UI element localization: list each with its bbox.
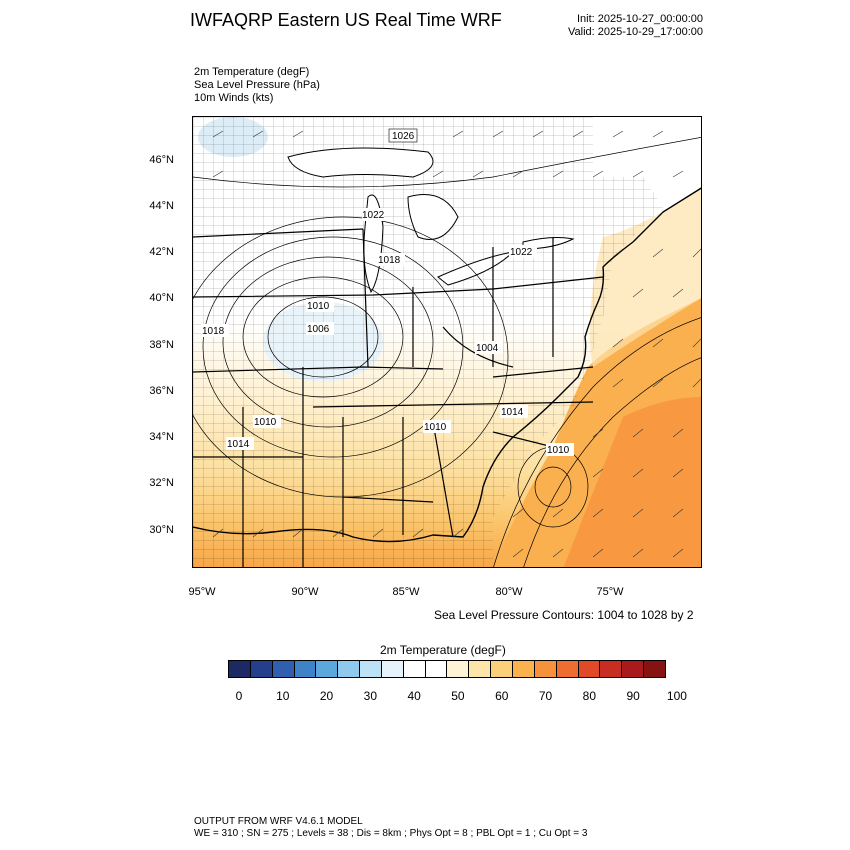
lat-label: 44°N bbox=[149, 200, 174, 212]
pressure-contours bbox=[193, 137, 701, 567]
lon-label: 95°W bbox=[188, 586, 216, 598]
lat-label: 46°N bbox=[149, 154, 174, 166]
colorbar-swatch bbox=[556, 661, 579, 677]
colorbar-swatch bbox=[644, 661, 665, 677]
colorbar-swatch bbox=[250, 661, 273, 677]
colorbar-swatch bbox=[381, 661, 404, 677]
pressure-label: 1018 bbox=[377, 253, 405, 266]
pressure-label-text: 1022 bbox=[362, 210, 385, 221]
colorbar-swatch bbox=[447, 661, 470, 677]
colorbar-swatch bbox=[272, 661, 295, 677]
pressure-label: 1018 bbox=[201, 324, 229, 337]
colorbar-swatch bbox=[622, 661, 645, 677]
pressure-label-text: 1018 bbox=[378, 255, 401, 266]
pressure-label-text: 1010 bbox=[307, 301, 330, 312]
map-panel: 1026 1022 1018 1010 1006 1018 1004 1022 … bbox=[192, 116, 702, 568]
lake-superior bbox=[287, 147, 434, 178]
colorbar-swatch bbox=[425, 661, 448, 677]
model-footer: OUTPUT FROM WRF V4.6.1 MODEL WE = 310 ; … bbox=[194, 816, 587, 840]
pressure-label: 1014 bbox=[226, 437, 254, 450]
colorbar-swatch bbox=[534, 661, 557, 677]
pressure-label-text: 1026 bbox=[392, 131, 415, 142]
pressure-label: 1022 bbox=[509, 245, 537, 258]
lat-label: 32°N bbox=[149, 477, 174, 489]
pressure-label: 1022 bbox=[362, 208, 385, 221]
valid-time: Valid: 2025-10-29_17:00:00 bbox=[568, 26, 703, 38]
colorbar-swatch bbox=[229, 661, 251, 677]
lon-label: 80°W bbox=[495, 586, 523, 598]
colorbar-tick-label: 80 bbox=[582, 689, 597, 703]
colorbar-swatch bbox=[360, 661, 382, 677]
model-config: WE = 310 ; SN = 275 ; Levels = 38 ; Dis … bbox=[194, 828, 588, 839]
lat-label: 34°N bbox=[149, 431, 174, 443]
colorbar-tick-label: 40 bbox=[407, 689, 421, 703]
colorbar-tick-label: 50 bbox=[451, 689, 465, 703]
colorbar-swatch bbox=[294, 661, 317, 677]
lon-label: 85°W bbox=[392, 586, 420, 598]
pressure-label: 1006 bbox=[306, 322, 334, 335]
colorbar-tick-label: 90 bbox=[626, 689, 640, 703]
colorbar-tick-label: 0 bbox=[235, 689, 243, 703]
pressure-label-text: 1014 bbox=[501, 407, 524, 418]
lake-huron bbox=[407, 194, 459, 240]
lon-label: 75°W bbox=[596, 586, 624, 598]
colorbar-tick-label: 30 bbox=[363, 689, 378, 703]
colorbar-tick-label: 100 bbox=[666, 689, 687, 703]
field-winds: 10m Winds (kts) bbox=[194, 92, 274, 104]
pressure-label: 1026 bbox=[388, 128, 418, 143]
pressure-label: 1010 bbox=[306, 299, 334, 312]
model-name: OUTPUT FROM WRF V4.6.1 MODEL bbox=[194, 816, 363, 827]
pressure-label-text: 1014 bbox=[227, 439, 250, 450]
coastline bbox=[193, 187, 701, 543]
pressure-label-text: 1010 bbox=[547, 445, 570, 456]
pressure-label-text: 1010 bbox=[424, 422, 447, 433]
lat-label: 38°N bbox=[149, 339, 174, 351]
pressure-label-text: 1004 bbox=[476, 343, 499, 354]
lat-label: 42°N bbox=[149, 246, 174, 258]
colorbar bbox=[228, 660, 666, 678]
map-canvas: 1026 1022 1018 1010 1006 1018 1004 1022 … bbox=[193, 117, 701, 567]
colorbar-tick-label: 60 bbox=[495, 689, 509, 703]
lon-label: 90°W bbox=[291, 586, 319, 598]
lat-label: 30°N bbox=[149, 524, 174, 536]
init-time: Init: 2025-10-27_00:00:00 bbox=[577, 13, 703, 25]
pressure-labels: 1026 1022 1018 1010 1006 1018 1004 1022 … bbox=[201, 128, 574, 456]
pressure-label: 1010 bbox=[546, 443, 574, 456]
pressure-label: 1010 bbox=[423, 420, 451, 433]
pressure-label-text: 1022 bbox=[510, 247, 533, 258]
colorbar-swatch bbox=[512, 661, 535, 677]
colorbar-tick-label: 20 bbox=[319, 689, 334, 703]
lat-label: 40°N bbox=[149, 292, 174, 304]
colorbar-swatch bbox=[338, 661, 361, 677]
field-temperature: 2m Temperature (degF) bbox=[194, 66, 310, 78]
colorbar-title: 2m Temperature (degF) bbox=[380, 643, 506, 657]
ocean-hot-region bbox=[563, 397, 701, 567]
pressure-label-text: 1010 bbox=[254, 417, 277, 428]
colorbar-swatch bbox=[491, 661, 513, 677]
field-pressure: Sea Level Pressure (hPa) bbox=[194, 79, 320, 91]
pressure-label-text: 1006 bbox=[307, 324, 330, 335]
contour-note: Sea Level Pressure Contours: 1004 to 102… bbox=[434, 608, 694, 622]
colorbar-swatch bbox=[469, 661, 492, 677]
colorbar-swatch bbox=[403, 661, 426, 677]
lat-label: 36°N bbox=[149, 385, 174, 397]
colorbar-swatch bbox=[316, 661, 339, 677]
county-grid bbox=[193, 117, 663, 567]
colorbar-tick-label: 70 bbox=[538, 689, 553, 703]
run-times: Init: 2025-10-27_00:00:00 Valid: 2025-10… bbox=[568, 13, 703, 39]
colorbar-swatch bbox=[578, 661, 601, 677]
state-borders bbox=[193, 228, 604, 567]
pressure-label: 1014 bbox=[500, 405, 528, 418]
wind-barbs bbox=[212, 130, 701, 558]
colorbar-tick-label: 10 bbox=[276, 689, 290, 703]
pressure-label-text: 1018 bbox=[202, 326, 225, 337]
colorbar-swatch bbox=[600, 661, 623, 677]
pressure-label: 1004 bbox=[475, 341, 503, 354]
field-list: 2m Temperature (degF) Sea Level Pressure… bbox=[194, 66, 320, 105]
map-title: IWFAQRP Eastern US Real Time WRF bbox=[190, 10, 502, 30]
pressure-label: 1010 bbox=[253, 415, 281, 428]
